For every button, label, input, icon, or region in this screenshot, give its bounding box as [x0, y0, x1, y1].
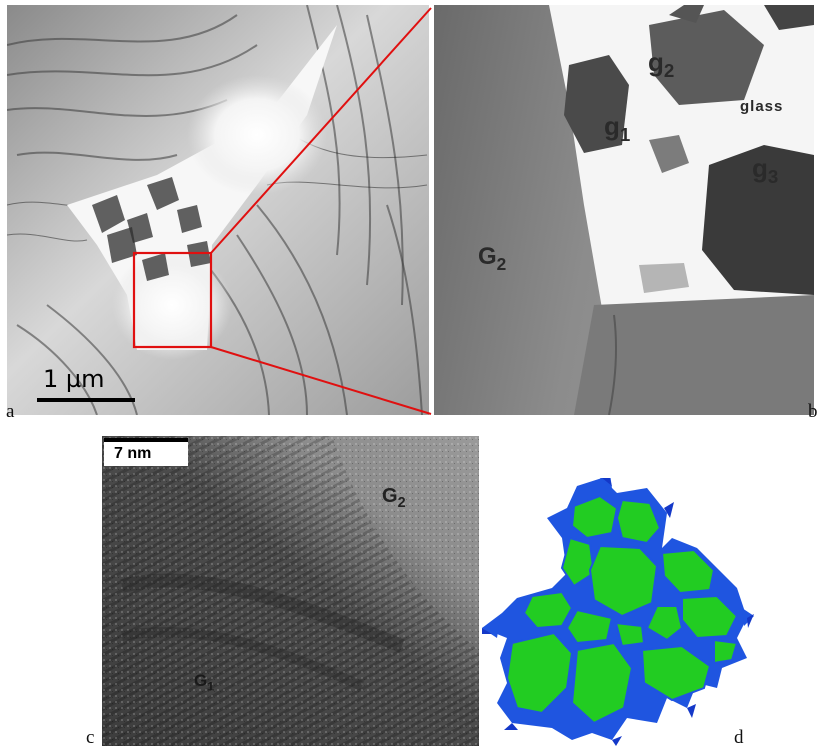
panel-b-micrograph: g2 g1 g3 G2 glass — [434, 5, 814, 415]
panel-b-label-G2: G2 — [478, 243, 507, 274]
panel-c-scale-bar — [104, 438, 188, 442]
panel-a-scale-bar — [37, 398, 135, 402]
panel-b-label-g1: g1 — [604, 111, 631, 146]
panel-a-scale-text: 1 µm — [43, 365, 105, 393]
panel-c-hrtem: 7 nm G2 G1 — [102, 436, 479, 746]
panel-d-simulation — [482, 478, 754, 746]
panel-c-scale-box — [104, 438, 188, 466]
grain — [645, 605, 684, 642]
grain — [660, 548, 716, 595]
grain — [570, 641, 634, 725]
grain — [614, 621, 646, 648]
grain — [522, 590, 574, 630]
panel-a-label: a — [6, 401, 15, 422]
panel-b-label-g2-small: g2 — [648, 47, 675, 82]
grain — [505, 631, 574, 715]
grain — [640, 644, 712, 702]
grain — [713, 638, 739, 665]
grain — [681, 594, 739, 640]
grain — [588, 544, 659, 618]
panel-a-micrograph: 1 µm — [7, 5, 429, 415]
panel-c-label-G2: G2 — [382, 485, 406, 511]
panel-c-label: c — [86, 727, 95, 748]
panel-d-image — [482, 478, 754, 746]
panel-b-image — [434, 5, 814, 415]
panel-a-inset-box — [132, 251, 213, 349]
grain — [560, 536, 596, 588]
grain — [570, 494, 619, 540]
grain — [565, 608, 614, 645]
panel-d-label: d — [734, 727, 744, 748]
grain — [615, 498, 662, 545]
panel-b-glass-label: glass — [740, 98, 784, 115]
panel-c-image — [102, 436, 479, 746]
panel-b-label-g3: g3 — [752, 153, 779, 188]
panel-b-label: b — [808, 401, 817, 422]
panel-c-scale-text: 7 nm — [114, 445, 152, 462]
panel-a-image — [7, 5, 429, 415]
panel-c-label-G1: G1 — [194, 671, 215, 694]
